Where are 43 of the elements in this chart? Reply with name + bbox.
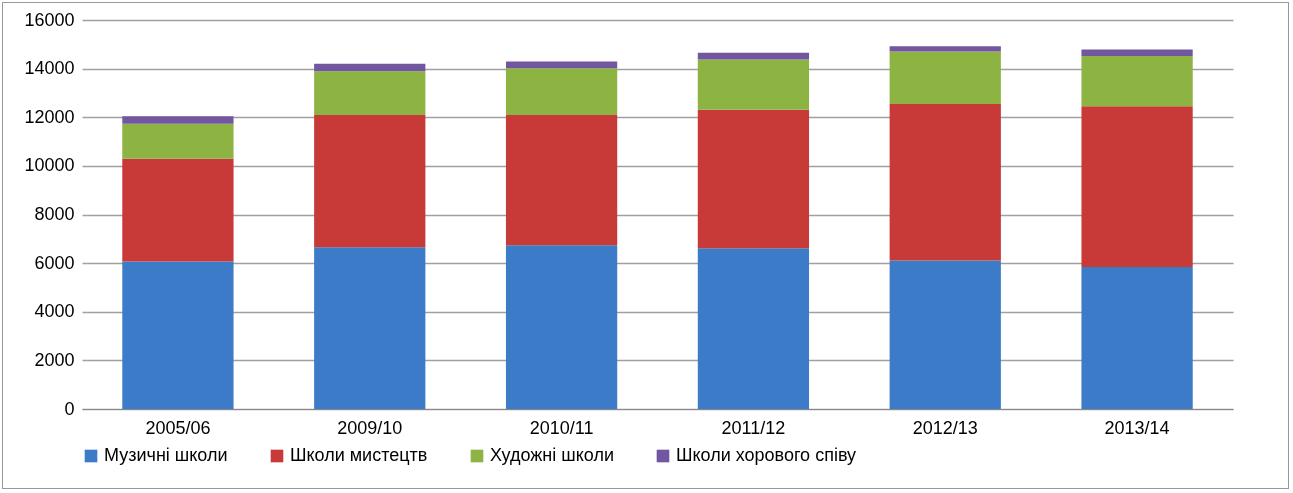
bar <box>889 46 1001 52</box>
x-tick-label: 2012/13 <box>912 417 978 438</box>
y-tick-label: 8000 <box>34 204 75 224</box>
bar <box>1081 106 1193 268</box>
bar <box>122 116 234 124</box>
x-tick-label: 2013/14 <box>1104 417 1170 438</box>
y-tick-label: 12000 <box>24 106 75 127</box>
bar <box>1081 55 1193 107</box>
bar <box>505 61 618 69</box>
bar <box>889 260 1001 409</box>
legend-label: Художні школи <box>490 445 614 465</box>
y-tick-label: 6000 <box>34 252 75 273</box>
bar <box>314 247 426 409</box>
bar <box>505 68 618 116</box>
bar <box>122 158 234 262</box>
bar <box>697 109 810 249</box>
y-tick-label: 10000 <box>24 155 75 176</box>
bar <box>122 261 234 409</box>
y-tick-label: 16000 <box>24 9 75 30</box>
bar <box>314 115 426 248</box>
y-tick-label: 4000 <box>34 301 75 322</box>
x-tick-label: 2005/06 <box>145 417 211 438</box>
bar <box>122 123 234 159</box>
x-tick-label: 2011/12 <box>721 417 786 438</box>
bar <box>697 248 810 409</box>
y-tick-label: 0 <box>64 398 75 419</box>
bar <box>505 245 618 409</box>
legend-label: Музичні школи <box>104 445 228 465</box>
bar <box>1081 267 1193 409</box>
y-tick-label: 14000 <box>24 58 75 79</box>
bar <box>1081 49 1193 56</box>
x-tick-label: 2009/10 <box>337 417 403 438</box>
y-tick-label: 2000 <box>34 349 75 370</box>
legend-label: Школи мистецтв <box>290 445 428 465</box>
bar <box>314 63 426 72</box>
bar <box>505 115 618 246</box>
bar <box>889 51 1001 105</box>
bar <box>697 52 810 60</box>
bar <box>314 71 426 116</box>
x-tick-label: 2010/11 <box>529 417 594 438</box>
legend-label: Школи хорового співу <box>676 445 857 465</box>
bar <box>889 104 1001 261</box>
bar <box>697 59 810 110</box>
